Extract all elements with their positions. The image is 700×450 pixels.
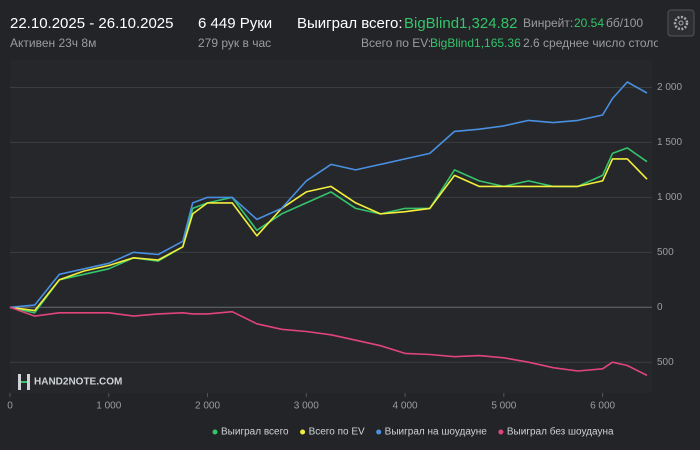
winrate-unit: бб/100: [606, 16, 643, 30]
x-tick-label: 6 000: [590, 401, 615, 412]
won-label: Выиграл всего:: [297, 15, 403, 32]
x-tick-label: 3 000: [294, 401, 319, 412]
x-tick-label: 4 000: [393, 401, 418, 412]
y-tick-label: 1 000: [657, 192, 682, 203]
logo-text: HAND2NOTE.COM: [34, 377, 122, 388]
tables-wrap: 2.6 среднее число столов: [523, 36, 666, 50]
x-tick-label: 1 000: [96, 401, 121, 412]
x-tick-label: 5 000: [491, 401, 516, 412]
logo-bar: [27, 374, 30, 390]
logo-bar: [21, 381, 27, 383]
legend-dot: [376, 429, 382, 435]
ev-value: BigBlind1,165.36: [430, 36, 521, 50]
legend-dot: [212, 429, 218, 435]
legend-dot: [300, 429, 306, 435]
y-tick-label: 1 500: [657, 137, 682, 148]
date-range: 22.10.2025 - 26.10.2025: [10, 15, 173, 32]
hands: 6 449 Руки: [198, 15, 272, 32]
legend-label: Выиграл всего: [221, 427, 289, 438]
y-tick-label: 2 000: [657, 82, 682, 93]
logo-bar: [18, 374, 21, 390]
logo: HAND2NOTE.COM: [18, 374, 122, 390]
legend-dot: [498, 429, 504, 435]
plot-area: [10, 60, 652, 393]
series-line: [9, 81, 648, 309]
series-line: [9, 158, 648, 312]
winrate-label: Винрейт:: [523, 16, 573, 30]
settings-button[interactable]: [667, 9, 695, 37]
legend-label: Выиграл на шоудауне: [385, 427, 488, 438]
series-line: [9, 306, 648, 377]
settings-box[interactable]: [667, 9, 695, 37]
active-time: Активен 23ч 8м: [10, 36, 96, 50]
y-tick-label: 500: [657, 357, 674, 368]
hands-per-hour: 279 рук в час: [198, 36, 271, 50]
legend-label: Выиграл без шоудауна: [507, 426, 614, 438]
won-value: BigBlind1,324.82: [404, 15, 517, 32]
x-tick-label: 0: [7, 401, 13, 412]
legend-label: Всего по EV: [309, 427, 365, 438]
gear-icon[interactable]: [673, 15, 689, 31]
winrate-value: 20.54: [574, 16, 604, 30]
gear-center[interactable]: [678, 20, 684, 26]
x-tick-label: 2 000: [195, 401, 220, 412]
tables: 2.6 среднее число столов: [523, 36, 666, 50]
y-tick-label: 500: [657, 247, 674, 258]
y-tick-label: 0: [657, 302, 663, 313]
ev-label: Всего по EV:: [361, 36, 431, 50]
